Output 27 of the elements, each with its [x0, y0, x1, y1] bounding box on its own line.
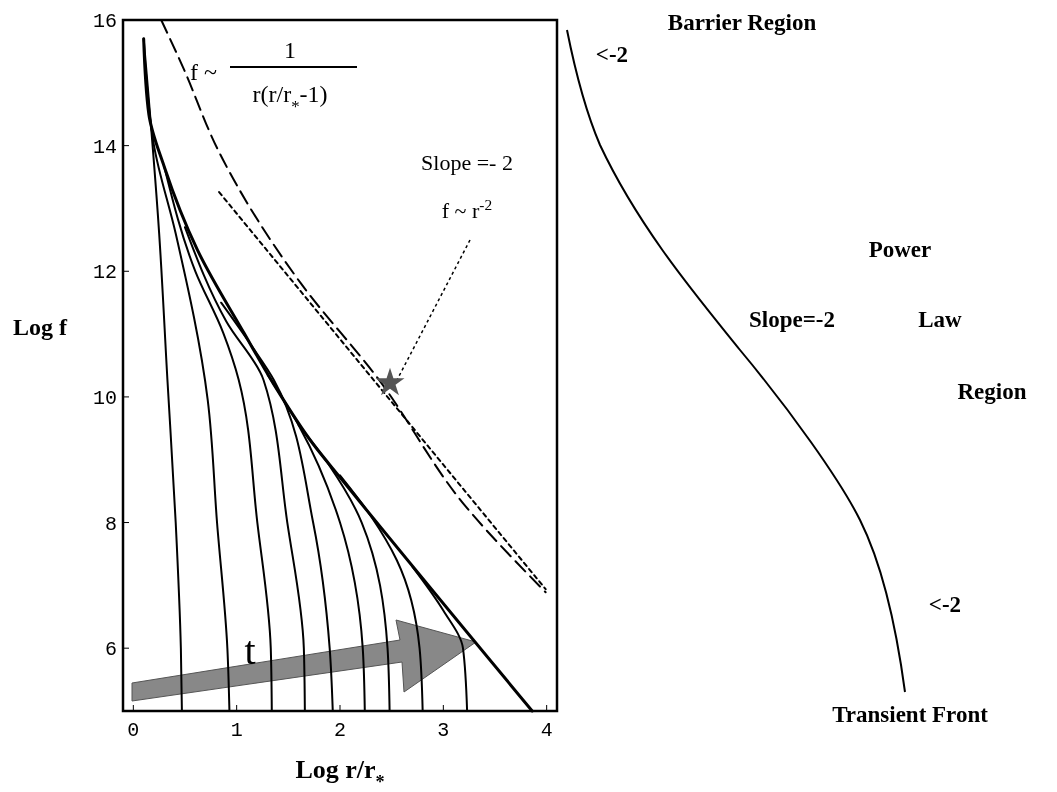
annotation: 1 [284, 37, 296, 63]
text: Law [918, 307, 963, 332]
annotation: Slope =- 2 [421, 150, 513, 175]
x-tick-label: 0 [127, 719, 140, 742]
y-tick-label: 14 [92, 135, 117, 159]
text: <-2 [595, 42, 629, 67]
y-tick-label: 10 [92, 386, 117, 410]
y-tick-label: 8 [104, 512, 117, 536]
x-tick-label: 4 [540, 719, 553, 742]
x-axis-title: Log r/r$_{*}$ [295, 755, 385, 792]
text: Barrier Region [667, 10, 817, 35]
text: Slope=-2 [749, 307, 835, 332]
annotation: t [244, 628, 256, 673]
x-tick-label: 3 [437, 719, 450, 742]
annotation: r(r/r$_{*}$-1) [252, 81, 328, 116]
annotation: f ~ [190, 59, 217, 85]
text: Transient Front [832, 702, 989, 727]
x-tick-label: 2 [333, 719, 347, 742]
y-axis-title: Log f [13, 314, 69, 340]
annotation: f ~ r$^{-2}$ [441, 195, 493, 223]
text: Region [957, 379, 1027, 404]
y-tick-label: 16 [92, 10, 117, 33]
text: <-2 [928, 592, 962, 617]
y-tick-label: 12 [92, 261, 117, 285]
text: Power [868, 237, 932, 262]
y-tick-label: 6 [104, 638, 117, 662]
x-tick-label: 1 [230, 719, 243, 742]
